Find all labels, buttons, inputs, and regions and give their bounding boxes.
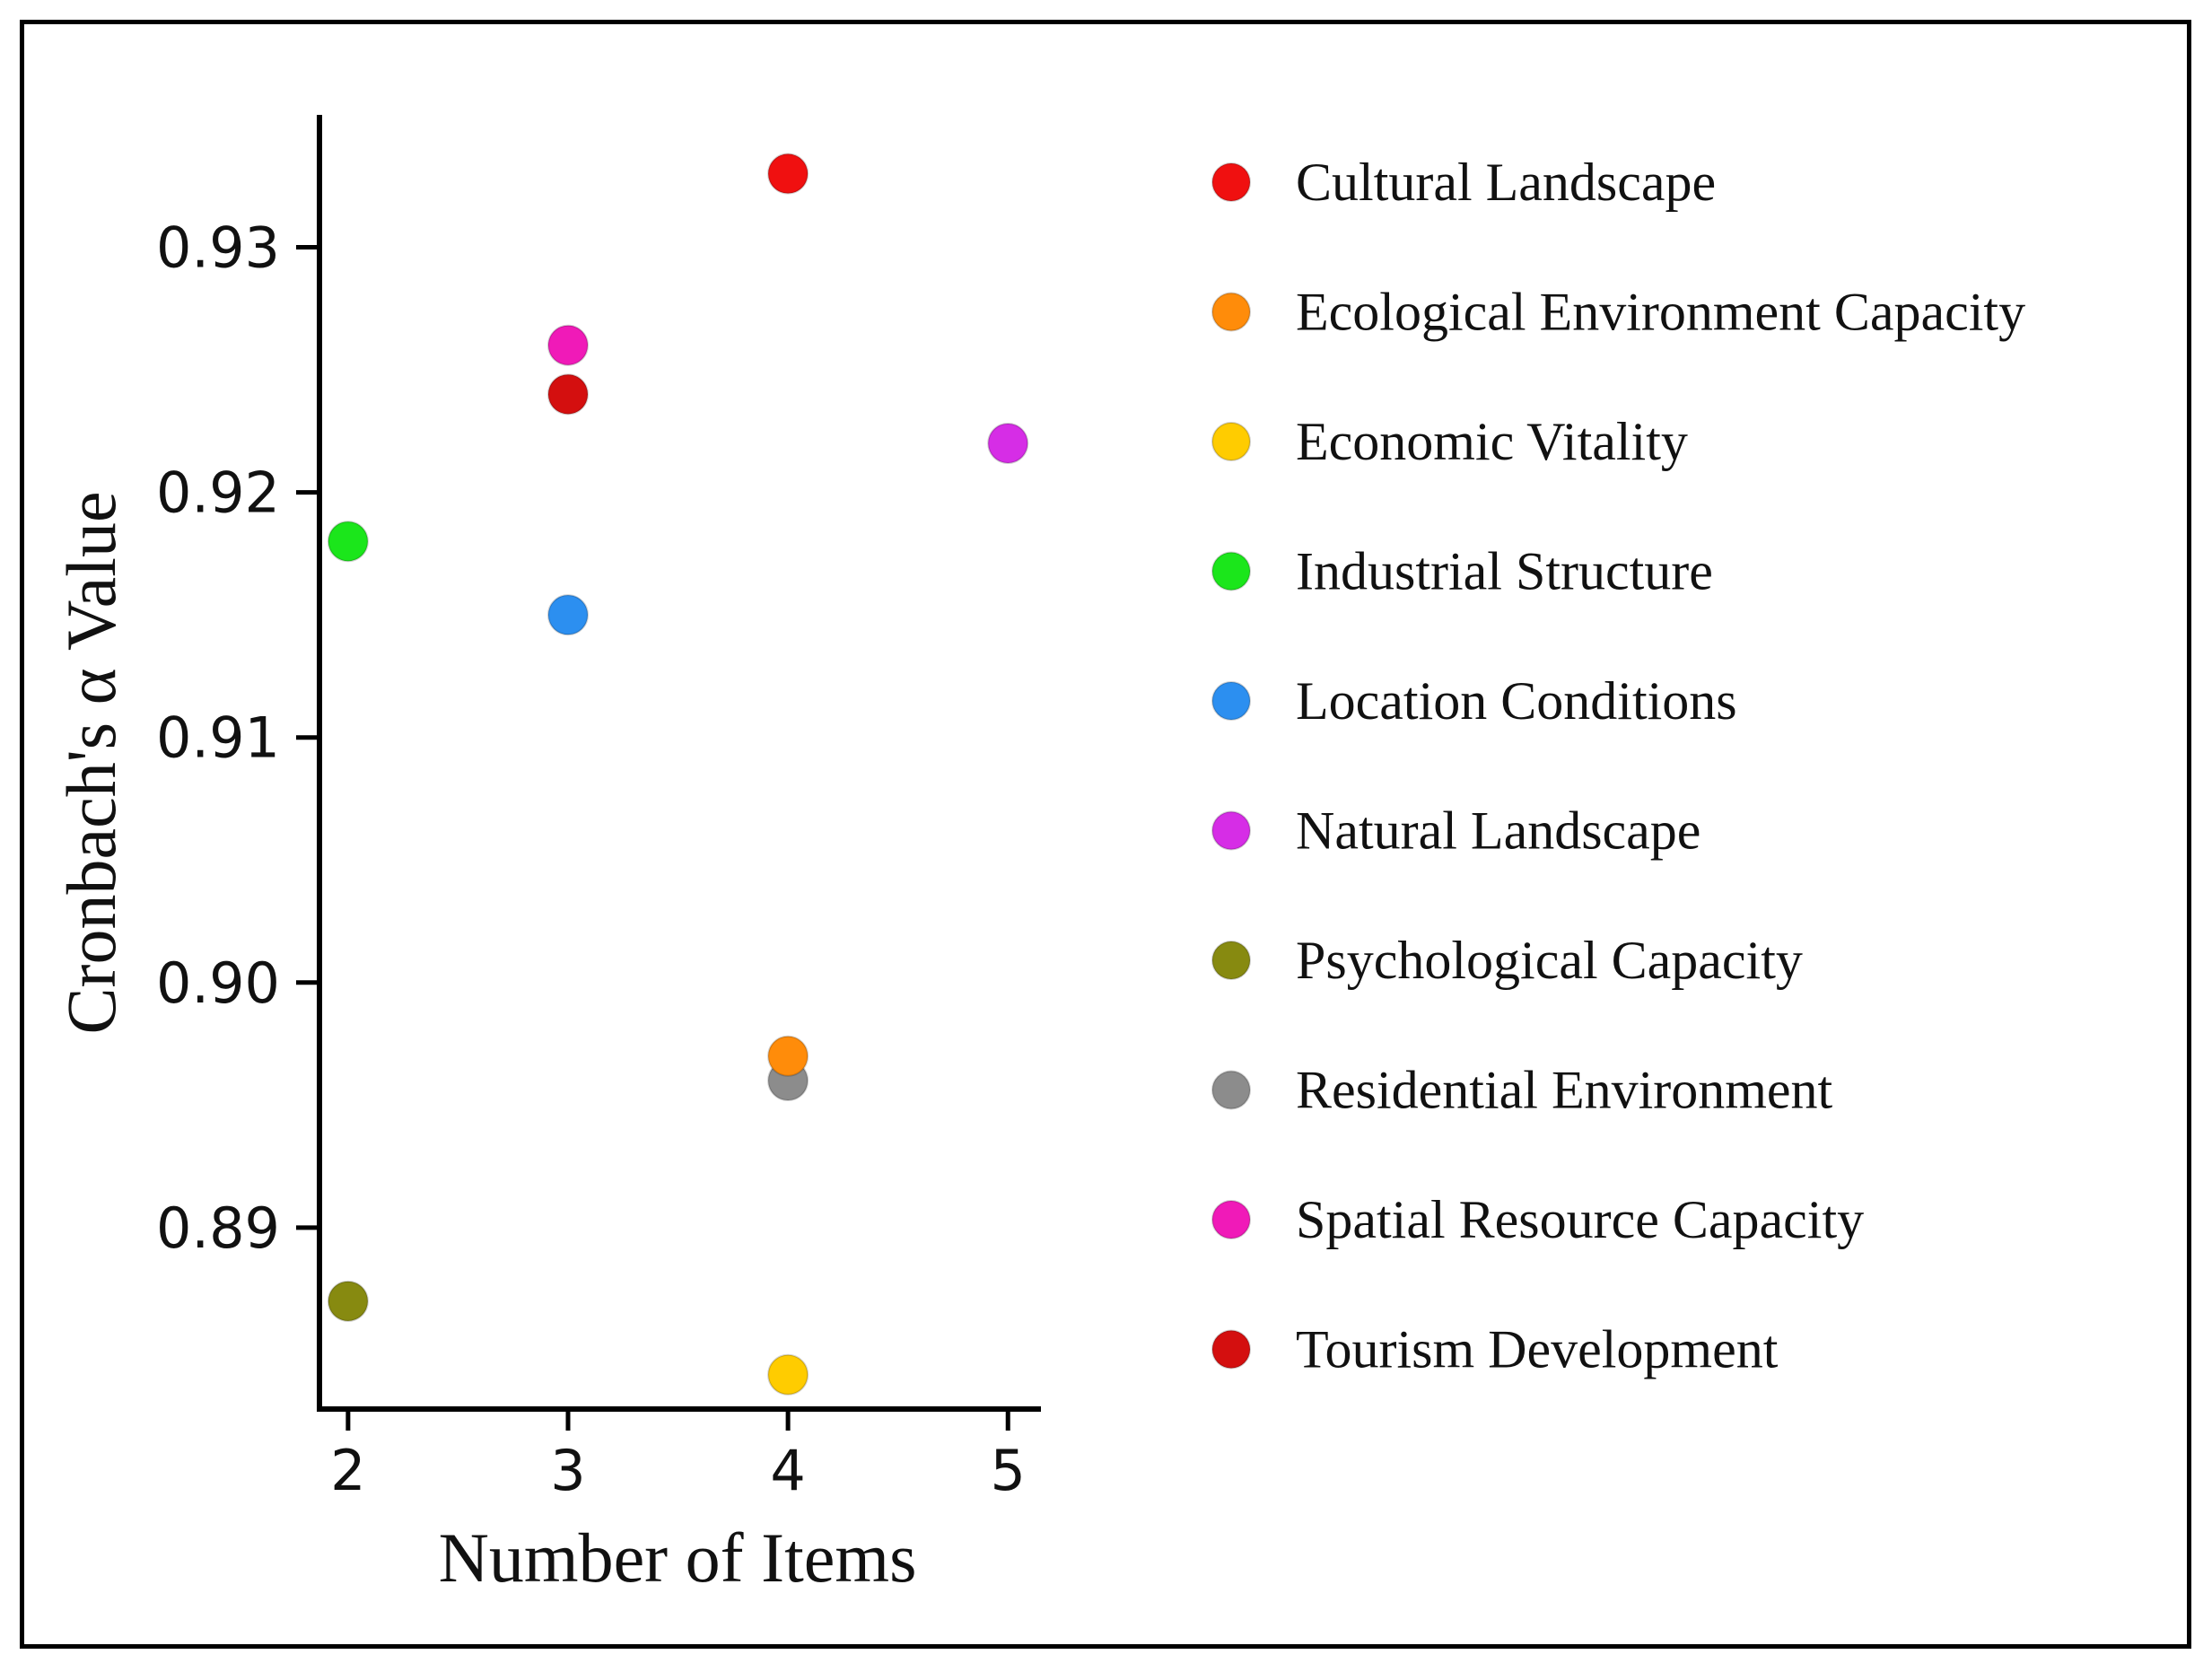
x-tick-label: 4 — [770, 1438, 805, 1503]
point-location-conditions — [546, 594, 589, 636]
x-tick-label: 3 — [550, 1438, 585, 1503]
legend: Cultural Landscape Ecological Environment… — [1211, 153, 2025, 1379]
legend-label-residential-environment: Residential Environment — [1296, 1061, 1833, 1120]
y-axis-title: Cronbach's α Value — [52, 491, 130, 1034]
point-natural-landscape — [987, 422, 1029, 464]
x-axis-title: Number of Items — [439, 1519, 917, 1597]
legend-marker-industrial-structure — [1211, 551, 1251, 591]
y-tick-label: 0.93 — [156, 214, 280, 280]
legend-marker-tourism-development — [1211, 1329, 1251, 1370]
legend-label-cultural-landscape: Cultural Landscape — [1296, 153, 1716, 212]
point-cultural-landscape — [767, 153, 809, 195]
axes — [317, 115, 1041, 1412]
point-psychological-capacity — [327, 1280, 369, 1322]
point-tourism-development — [546, 373, 589, 416]
legend-label-location-conditions: Location Conditions — [1296, 671, 1737, 731]
legend-label-economic-vitality: Economic Vitality — [1296, 412, 1688, 471]
x-ticks: 2 3 4 5 — [330, 1409, 1026, 1503]
legend-marker-economic-vitality — [1211, 422, 1251, 461]
legend-marker-ecological-environment-capacity — [1211, 292, 1251, 332]
y-tick-label: 0.92 — [156, 460, 280, 526]
legend-marker-psychological-capacity — [1211, 941, 1251, 980]
legend-marker-natural-landscape — [1211, 810, 1251, 851]
legend-label-industrial-structure: Industrial Structure — [1296, 542, 1713, 601]
legend-label-psychological-capacity: Psychological Capacity — [1296, 931, 1803, 990]
y-ticks: 0.89 0.90 0.91 0.92 0.93 — [156, 214, 319, 1261]
legend-label-tourism-development: Tourism Development — [1296, 1320, 1779, 1379]
legend-marker-location-conditions — [1211, 681, 1251, 721]
point-ecological-environment-capacity — [767, 1035, 809, 1077]
legend-label-natural-landscape: Natural Landscape — [1296, 801, 1701, 861]
y-tick-label: 0.90 — [156, 950, 280, 1016]
y-tick-label: 0.91 — [156, 705, 280, 771]
point-spatial-resource-capacity — [546, 324, 589, 366]
legend-label-spatial-resource-capacity: Spatial Resource Capacity — [1296, 1190, 1864, 1249]
x-tick-label: 5 — [991, 1438, 1026, 1503]
legend-marker-spatial-resource-capacity — [1211, 1200, 1251, 1239]
y-tick-label: 0.89 — [156, 1195, 280, 1261]
point-industrial-structure — [327, 521, 369, 563]
point-economic-vitality — [767, 1353, 809, 1396]
figure-frame — [20, 20, 2191, 1649]
legend-marker-residential-environment — [1211, 1070, 1251, 1110]
x-tick-label: 2 — [330, 1438, 365, 1503]
legend-label-ecological-environment-capacity: Ecological Environment Capacity — [1296, 283, 2025, 342]
data-points — [327, 153, 1029, 1396]
legend-marker-cultural-landscape — [1211, 162, 1251, 202]
